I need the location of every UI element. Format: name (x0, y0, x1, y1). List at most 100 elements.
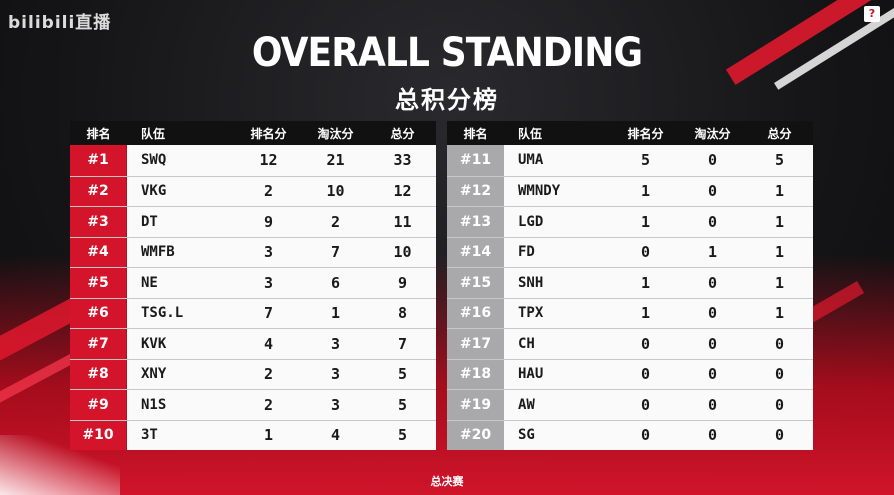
bilibili-live-logo: bilibili直播 (8, 13, 112, 33)
header-rank: 排名 (463, 126, 488, 141)
team-name: DT (141, 213, 158, 230)
placement-points: 0 (640, 243, 651, 262)
placement-points: 3 (263, 243, 274, 262)
table-row: #12 WMNDY 1 0 1 (447, 175, 813, 206)
elimination-points: 1 (707, 243, 718, 262)
table-row: #4 WMFB 3 7 10 (70, 236, 436, 267)
total-points: 1 (774, 182, 785, 201)
rank-cell: #5 (70, 268, 127, 298)
table-header: 排名 队伍 排名分 淘汰分 总分 (70, 121, 436, 145)
table-body: #1 SWQ 12 21 33 #2 VKG 2 10 12 #3 DT 9 2 11 #4 WMFB 3 7 10 #… (70, 145, 436, 450)
elimination-points: 3 (330, 365, 341, 384)
table-row: #5 NE 3 6 9 (70, 267, 436, 298)
table-row: #11 UMA 5 0 5 (447, 145, 813, 176)
rank-cell: #6 (70, 298, 127, 328)
total-points: 9 (397, 273, 408, 292)
elimination-points: 0 (707, 395, 718, 414)
placement-points: 1 (263, 426, 274, 445)
placement-points: 5 (640, 151, 651, 170)
rank-cell: #15 (447, 268, 504, 298)
rank-cell: #7 (70, 329, 127, 359)
total-points: 10 (393, 243, 412, 262)
rank-cell: #19 (447, 390, 504, 420)
row-cells: 3T 1 4 5 (127, 420, 436, 450)
placement-points: 1 (640, 304, 651, 323)
row-cells: DT 9 2 11 (127, 207, 436, 237)
total-points: 0 (774, 426, 785, 445)
row-cells: FD 0 1 1 (504, 237, 813, 267)
team-name: SG (518, 427, 535, 444)
placement-points: 1 (640, 273, 651, 292)
table-row: #14 FD 0 1 1 (447, 236, 813, 267)
row-cells: LGD 1 0 1 (504, 207, 813, 237)
table-row: #3 DT 9 2 11 (70, 206, 436, 237)
team-name: SWQ (141, 152, 167, 169)
team-name: NE (141, 274, 158, 291)
placement-points: 1 (640, 182, 651, 201)
header-team: 队伍 (518, 126, 543, 141)
team-name: VKG (141, 183, 167, 200)
table-row: #19 AW 0 0 0 (447, 389, 813, 420)
elimination-points: 3 (330, 395, 341, 414)
team-name: N1S (141, 396, 167, 413)
total-points: 0 (774, 334, 785, 353)
placement-points: 0 (640, 426, 651, 445)
row-cells: TSG.L 7 1 8 (127, 298, 436, 328)
header-elim: 淘汰分 (317, 126, 354, 141)
row-cells: CH 0 0 0 (504, 329, 813, 359)
placement-points: 4 (263, 334, 274, 353)
rank-cell: #10 (70, 420, 127, 450)
team-name: 3T (141, 427, 158, 444)
elimination-points: 0 (707, 334, 718, 353)
row-cells: TPX 1 0 1 (504, 298, 813, 328)
standings-table-right: 排名 队伍 排名分 淘汰分 总分 #11 UMA 5 0 5 #12 WMNDY 1 0 1 #13… (447, 121, 813, 450)
table-row: #17 CH 0 0 0 (447, 328, 813, 359)
total-points: 1 (774, 243, 785, 262)
elimination-points: 0 (707, 426, 718, 445)
total-points: 0 (774, 365, 785, 384)
header-elim: 淘汰分 (694, 126, 731, 141)
table-row: #20 SG 0 0 0 (447, 419, 813, 450)
total-points: 12 (393, 182, 412, 201)
team-name: TSG.L (141, 305, 184, 322)
elimination-points: 4 (330, 426, 341, 445)
table-row: #1 SWQ 12 21 33 (70, 145, 436, 176)
placement-points: 0 (640, 334, 651, 353)
row-cells: KVK 4 3 7 (127, 329, 436, 359)
placement-points: 2 (263, 365, 274, 384)
row-cells: UMA 5 0 5 (504, 145, 813, 176)
table-row: #2 VKG 2 10 12 (70, 175, 436, 206)
rank-cell: #3 (70, 207, 127, 237)
elimination-points: 0 (707, 365, 718, 384)
total-points: 5 (397, 365, 408, 384)
total-points: 8 (397, 304, 408, 323)
row-cells: N1S 2 3 5 (127, 390, 436, 420)
elimination-points: 0 (707, 304, 718, 323)
elimination-points: 0 (707, 182, 718, 201)
table-row: #6 TSG.L 7 1 8 (70, 297, 436, 328)
total-points: 0 (774, 395, 785, 414)
table-row: #9 N1S 2 3 5 (70, 389, 436, 420)
table-row: #15 SNH 1 0 1 (447, 267, 813, 298)
placement-points: 3 (263, 273, 274, 292)
header-total: 总分 (767, 126, 792, 141)
standings-table-left: 排名 队伍 排名分 淘汰分 总分 #1 SWQ 12 21 33 #2 VKG 2 10 12 #3… (70, 121, 436, 450)
elimination-points: 2 (330, 212, 341, 231)
elimination-points: 3 (330, 334, 341, 353)
table-header: 排名 队伍 排名分 淘汰分 总分 (447, 121, 813, 145)
total-points: 1 (774, 304, 785, 323)
help-icon[interactable]: ? (864, 6, 880, 22)
placement-points: 2 (263, 395, 274, 414)
row-cells: VKG 2 10 12 (127, 176, 436, 206)
team-name: UMA (518, 152, 544, 169)
team-name: AW (518, 396, 535, 413)
rank-cell: #8 (70, 359, 127, 389)
header-placement: 排名分 (250, 126, 287, 141)
row-cells: SNH 1 0 1 (504, 268, 813, 298)
total-points: 5 (397, 426, 408, 445)
table-row: #13 LGD 1 0 1 (447, 206, 813, 237)
placement-points: 9 (263, 212, 274, 231)
page-subtitle: 总积分榜 (395, 86, 499, 114)
elimination-points: 0 (707, 151, 718, 170)
table-row: #8 XNY 2 3 5 (70, 358, 436, 389)
